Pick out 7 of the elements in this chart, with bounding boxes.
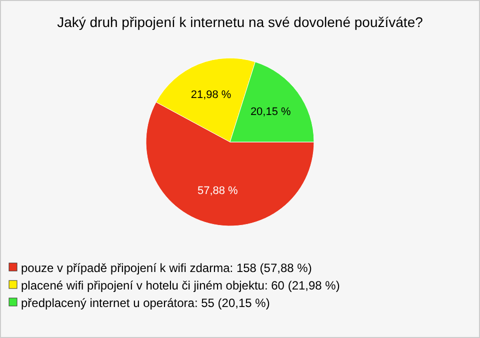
legend-label: placené wifi připojení v hotelu či jiném objektu: 60 (21,98 %) (21, 278, 340, 292)
data-label: 20,15 % (250, 106, 292, 118)
legend-label: pouze v případě připojení k wifi zdarma: 158 (57,88 %) (21, 261, 312, 275)
data-label: 57,88 % (197, 184, 238, 197)
data-label: 21,98 % (190, 89, 232, 102)
chart-title: Jaký druh připojení k internetu na své dovolené používáte? (57, 14, 424, 30)
legend-label: předplacený internet u operátora: 55 (20,15 %) (21, 296, 270, 310)
